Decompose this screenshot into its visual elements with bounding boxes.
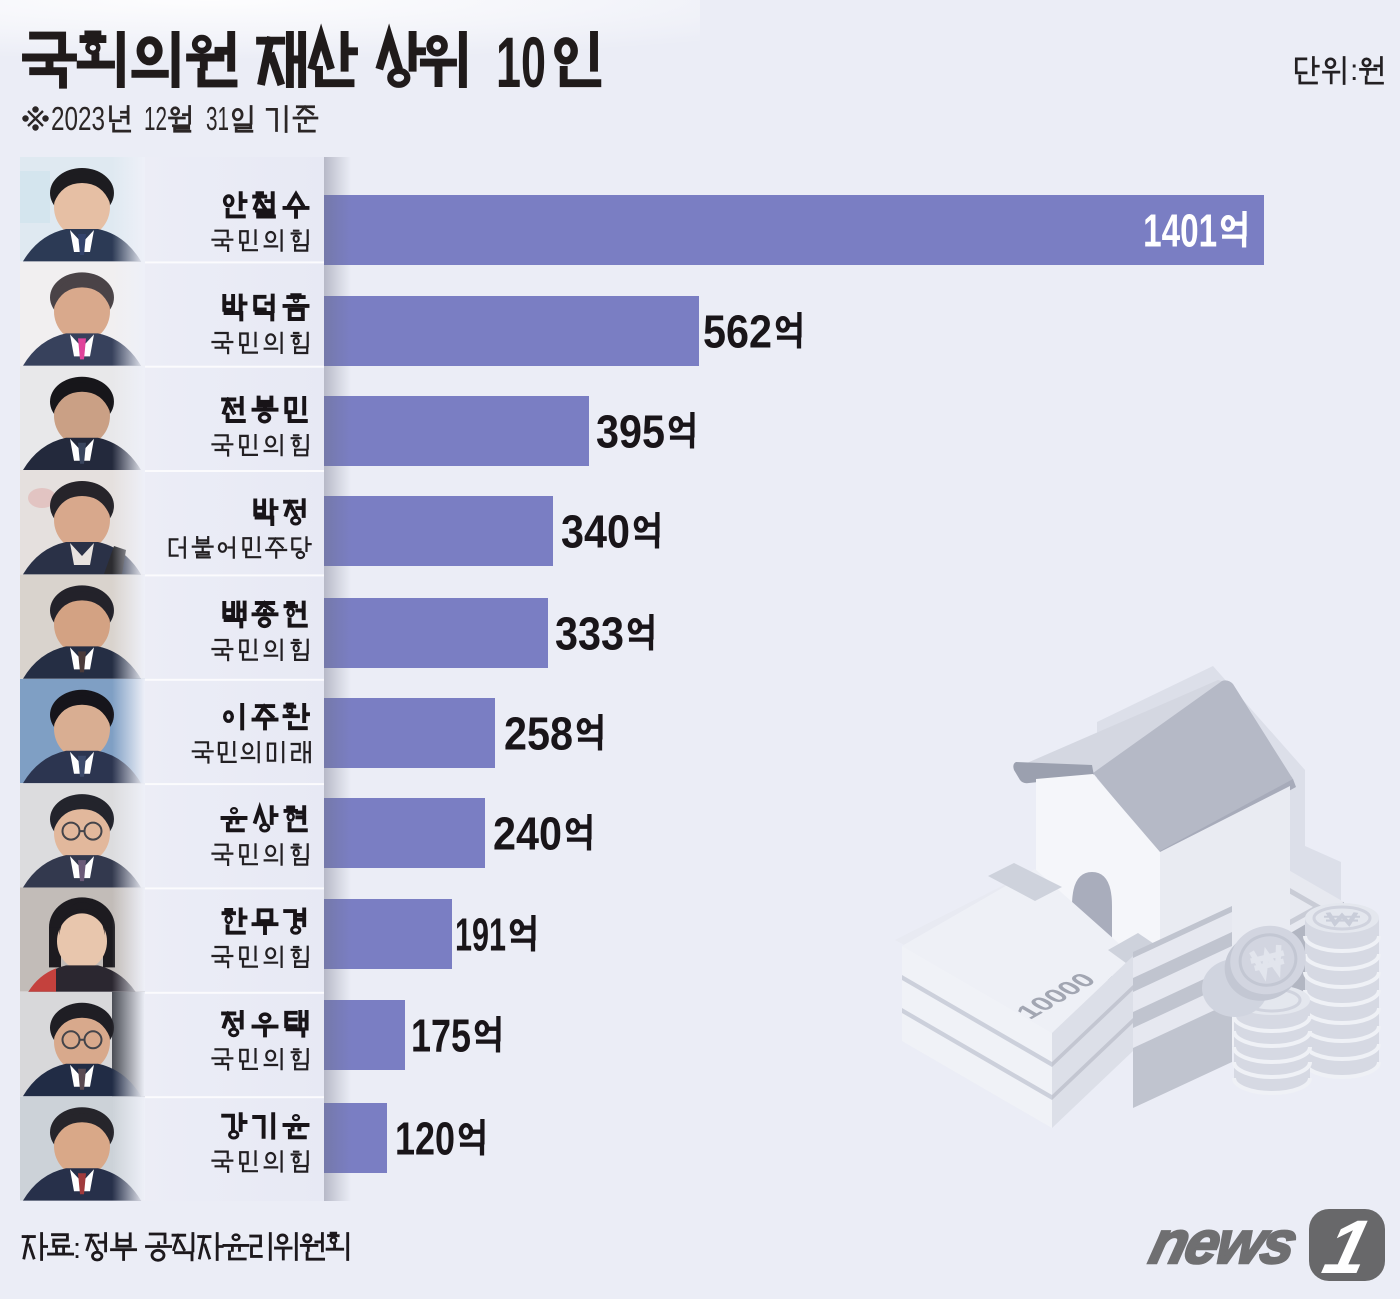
svg-text::: : (73, 1233, 81, 1265)
svg-text:120: 120 (395, 1113, 455, 1165)
svg-text:2023: 2023 (51, 100, 105, 137)
svg-text:175: 175 (411, 1010, 471, 1062)
svg-text:news: news (1144, 1209, 1303, 1276)
svg-text:31: 31 (206, 100, 229, 137)
svg-text:12: 12 (144, 100, 167, 137)
svg-text:340: 340 (561, 506, 630, 558)
svg-text:395: 395 (596, 406, 665, 458)
svg-text:240: 240 (493, 808, 562, 860)
svg-text:333: 333 (555, 608, 624, 660)
svg-text:191: 191 (455, 909, 506, 961)
svg-text::: : (1350, 54, 1358, 87)
svg-text:10: 10 (496, 24, 546, 103)
svg-text:1401: 1401 (1143, 205, 1217, 257)
svg-text:258: 258 (504, 708, 573, 760)
svg-text:562: 562 (703, 306, 772, 358)
